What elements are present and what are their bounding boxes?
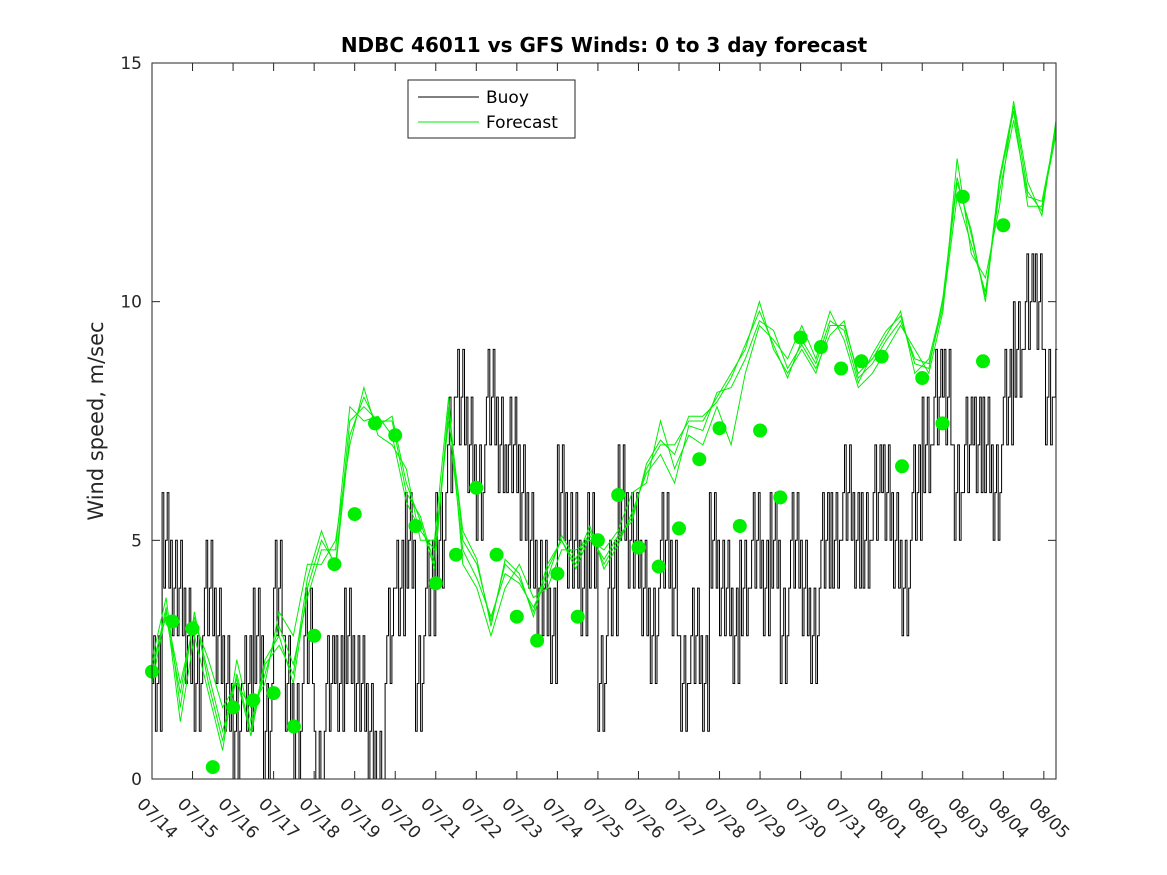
- forecast-marker-25: [651, 559, 666, 574]
- forecast-marker-37: [895, 459, 909, 474]
- forecast-marker-13: [408, 519, 423, 533]
- forecast-marker-32: [793, 330, 808, 345]
- forecast-marker-34: [834, 361, 849, 376]
- forecast-marker-40: [955, 189, 970, 204]
- forecast-marker-7: [286, 719, 301, 734]
- forecast-marker-16: [469, 480, 484, 495]
- y-tick-label-1: 5: [131, 531, 142, 551]
- forecast-marker-15: [449, 547, 463, 562]
- series-layer: [151, 101, 1058, 780]
- y-tick-label-0: 0: [131, 770, 142, 790]
- forecast-marker-30: [753, 423, 768, 438]
- forecast-marker-28: [712, 421, 727, 436]
- forecast-marker-36: [874, 349, 889, 364]
- forecast-marker-17: [489, 547, 504, 562]
- plot-frame: [151, 62, 1057, 780]
- forecast-marker-18: [509, 609, 524, 624]
- forecast-marker-29: [732, 519, 747, 533]
- legend-forecast-label: Forecast: [486, 113, 558, 133]
- forecast-marker-42: [996, 218, 1011, 233]
- y-tick-label-3: 15: [120, 54, 142, 74]
- forecast-marker-9: [327, 557, 342, 572]
- forecast-marker-24: [631, 540, 646, 555]
- plot-area: [152, 63, 1056, 779]
- forecast-marker-20: [550, 566, 565, 581]
- y-tick-label-2: 10: [120, 293, 142, 313]
- chart-title: NDBC 46011 vs GFS Winds: 0 to 3 day fore…: [341, 33, 868, 57]
- forecast-marker-10: [347, 507, 362, 522]
- legend-buoy-label: Buoy: [486, 88, 529, 108]
- forecast-marker-27: [692, 452, 707, 467]
- forecast-marker-41: [976, 354, 990, 369]
- forecast-marker-33: [813, 340, 828, 354]
- forecast-marker-3: [205, 760, 220, 775]
- forecast-marker-1: [165, 614, 180, 629]
- forecast-marker-19: [530, 633, 545, 648]
- series-buoy-line: [152, 253, 1058, 780]
- forecast-marker-26: [672, 521, 686, 536]
- series-forecast-line-4: [151, 105, 1057, 737]
- y-axis-label: Wind speed, m/sec: [84, 321, 108, 520]
- forecast-marker-35: [854, 354, 869, 369]
- forecast-marker-11: [368, 416, 382, 431]
- forecast-marker-5: [246, 693, 261, 708]
- marker-layer: [145, 189, 1011, 775]
- forecast-marker-23: [611, 488, 626, 502]
- forecast-marker-31: [773, 490, 788, 505]
- forecast-marker-6: [266, 686, 281, 701]
- forecast-marker-38: [915, 371, 930, 385]
- forecast-marker-22: [590, 533, 605, 548]
- forecast-marker-21: [570, 609, 585, 624]
- forecast-marker-39: [935, 416, 950, 431]
- forecast-marker-8: [307, 628, 322, 643]
- forecast-marker-4: [226, 700, 241, 715]
- forecast-marker-2: [185, 621, 200, 636]
- legend-box: [407, 79, 576, 139]
- forecast-marker-14: [428, 576, 443, 591]
- legend: Buoy Forecast: [407, 79, 576, 139]
- forecast-marker-12: [388, 428, 403, 443]
